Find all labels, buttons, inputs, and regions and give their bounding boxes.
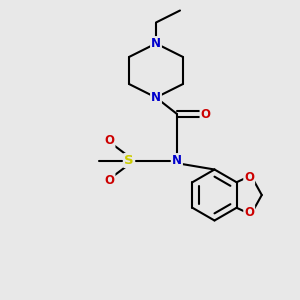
Text: N: N bbox=[151, 91, 161, 104]
Text: N: N bbox=[172, 154, 182, 167]
Text: O: O bbox=[244, 171, 254, 184]
Text: O: O bbox=[104, 173, 115, 187]
Text: O: O bbox=[104, 134, 115, 148]
Text: O: O bbox=[200, 107, 211, 121]
Text: N: N bbox=[151, 37, 161, 50]
Text: S: S bbox=[124, 154, 134, 167]
Text: O: O bbox=[244, 206, 254, 219]
